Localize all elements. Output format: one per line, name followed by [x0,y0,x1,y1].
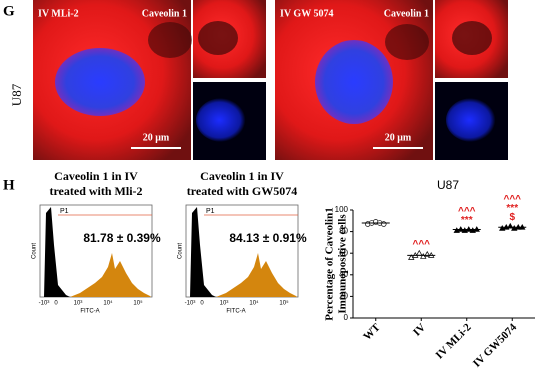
percentage: 84.13 ± 0.91% [229,231,307,245]
nucleus-dapi [196,98,248,142]
histogram-x-tick: 0 [200,301,204,307]
gate-label: P1 [206,208,215,215]
y-tick-label: 100 [335,205,349,214]
histogram-negative [44,207,70,297]
panel-label: G [3,3,15,19]
histogram-x-tick: 10⁵ [133,300,143,307]
histogram-x-tick: -10³ [39,301,50,307]
chart-title: U87 [437,178,459,192]
image-stain: Caveolin 1 [384,8,429,19]
histogram-title: Caveolin 1 in IV [200,169,284,183]
histogram-frame [39,204,153,298]
histogram-positive [70,253,151,297]
percentage: 81.78 ± 0.39% [83,231,161,245]
histogram-x-label: FITC-A [226,309,245,315]
y-tick-label: 20 [339,292,348,301]
y-tick-label: 80 [339,227,348,236]
significance-mark: *** [461,215,473,226]
nucleus-dapi [446,98,498,142]
y-tick-label: 60 [339,248,348,257]
histogram-title: treated with GW5074 [187,184,297,198]
histogram-x-tick: 10⁴ [249,300,259,307]
dark-region [198,21,238,55]
dark-region [452,21,492,55]
data-point [381,221,387,227]
x-tick-label: IV GW5074 [471,321,520,370]
histogram-frame [185,204,299,298]
histogram-title: Caveolin 1 in IV [54,169,138,183]
histogram-y-label: Count [32,243,38,259]
histogram-negative [190,207,216,297]
nucleus [315,40,393,124]
image-stain: Caveolin 1 [142,8,187,19]
histogram-x-label: FITC-A [80,309,99,315]
significance-mark: *** [506,203,518,214]
x-tick-label: IV [411,321,428,338]
significance-mark: ^^^ [503,194,521,205]
image-treatment: IV GW 5074 [280,8,334,19]
scale-bar-label: 20 μm [143,132,170,143]
y-tick-label: 40 [339,270,348,279]
y-axis-label: Percentage of Caveolin1 [324,207,336,320]
histogram-y-label: Count [178,243,184,259]
histogram-title: treated with Mli-2 [49,184,142,198]
x-tick-label: IV MLi-2 [434,321,474,361]
scale-bar-label: 20 μm [385,132,412,143]
histogram-x-tick: 10⁵ [279,300,289,307]
histogram-positive [216,253,297,297]
data-point [416,249,423,256]
image-treatment: IV MLi-2 [38,8,79,19]
histogram-x-tick: 10³ [74,301,83,307]
histogram-x-tick: 10³ [220,301,229,307]
x-tick-label: WT [361,321,383,343]
histogram-x-tick: 0 [54,301,58,307]
y-tick-label: 0 [344,313,349,322]
gate-label: P1 [60,208,69,215]
dark-region [148,22,192,58]
panel-label: H [3,177,15,193]
histogram-x-tick: 10⁴ [103,300,113,307]
nucleus [55,48,145,116]
significance-mark: ^^^ [412,239,430,250]
histogram-x-tick: -10³ [185,301,196,307]
dark-region [385,24,429,60]
significance-mark: $ [509,212,515,223]
y-axis-label: Immunopositive cells [337,214,349,314]
significance-mark: ^^^ [458,206,476,217]
row-label: U87 [9,83,24,106]
